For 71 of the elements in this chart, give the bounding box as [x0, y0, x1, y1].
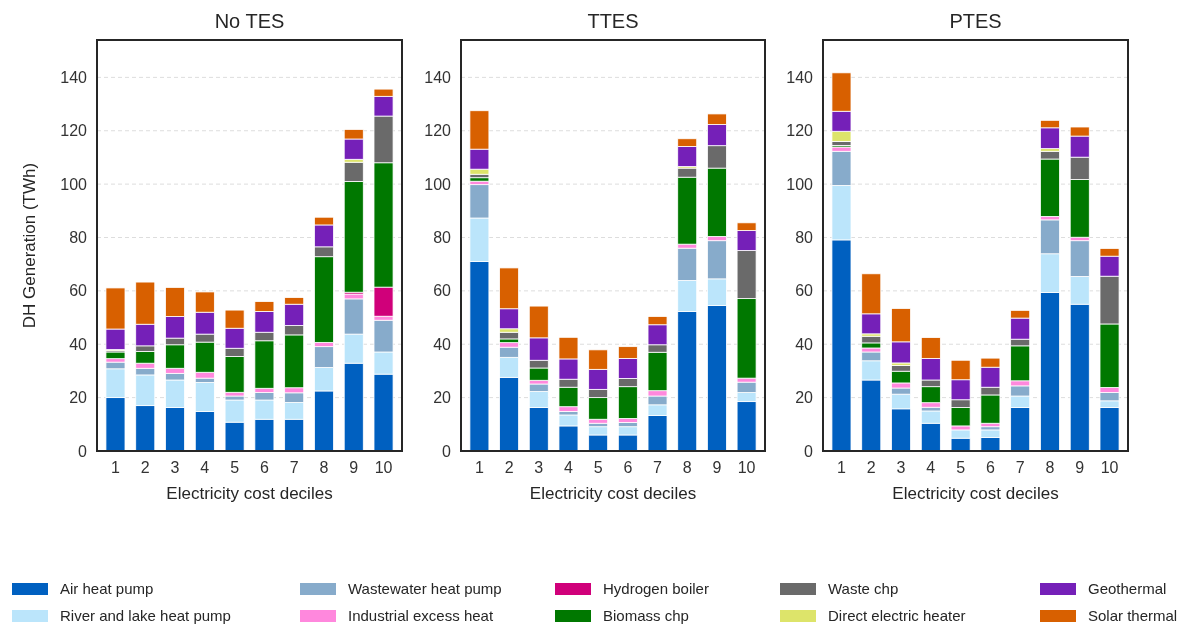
y-tick-label: 140 [424, 68, 452, 86]
y-axis-title: DH Generation (TWh) [20, 162, 39, 329]
legend-label: Industrial excess heat [348, 607, 494, 625]
x-tick-label: 1 [474, 459, 484, 476]
y-tick-label: 40 [795, 335, 814, 353]
x-tick-label: 9 [349, 459, 359, 476]
y-tick-label: 60 [795, 282, 814, 300]
x-tick-label: 4 [564, 459, 574, 476]
x-tick-label: 1 [837, 459, 847, 476]
y-tick-label: 140 [786, 68, 814, 86]
x-axis-title: Electricity cost deciles [166, 484, 333, 503]
x-axis-title: Electricity cost deciles [529, 484, 697, 503]
x-tick-label: 1 [111, 459, 121, 476]
legend-label: Direct electric heater [828, 607, 966, 625]
chart-title: No TES [214, 10, 285, 32]
x-tick-label: 3 [896, 459, 906, 476]
x-tick-label: 6 [985, 459, 995, 476]
x-tick-label: 4 [200, 459, 210, 476]
y-tick-label: 100 [786, 175, 814, 193]
x-tick-label: 2 [504, 459, 514, 476]
chart-title: TTES [587, 10, 639, 32]
x-tick-label: 4 [926, 459, 936, 476]
legend-label: Biomass chp [603, 607, 689, 625]
x-tick-label: 8 [319, 459, 329, 476]
x-tick-label: 5 [230, 459, 240, 476]
y-tick-label: 20 [433, 389, 452, 407]
y-tick-label: 60 [433, 282, 452, 300]
x-axis-title: Electricity cost deciles [892, 484, 1059, 503]
y-tick-label: 120 [424, 122, 452, 140]
x-tick-label: 5 [593, 459, 603, 476]
x-tick-label: 7 [653, 459, 663, 476]
y-tick-label: 140 [60, 68, 88, 86]
x-tick-label: 8 [1045, 459, 1055, 476]
legend-label: Waste chp [828, 580, 899, 598]
y-tick-label: 80 [69, 229, 88, 247]
y-tick-label: 40 [69, 335, 88, 353]
x-tick-label: 10 [737, 459, 756, 476]
y-tick-label: 120 [60, 122, 88, 140]
x-tick-label: 10 [1100, 459, 1119, 476]
y-tick-label: 80 [433, 229, 452, 247]
legend-label: Solar thermal [1088, 607, 1178, 625]
x-tick-label: 3 [170, 459, 180, 476]
legend-label: River and lake heat pump [60, 607, 231, 625]
x-tick-label: 6 [259, 459, 269, 476]
y-tick-label: 100 [60, 175, 88, 193]
y-tick-label: 120 [786, 122, 814, 140]
y-tick-label: 0 [442, 442, 452, 460]
legend-label: Hydrogen boiler [603, 580, 709, 598]
y-tick-label: 100 [424, 175, 452, 193]
x-tick-label: 2 [866, 459, 876, 476]
x-tick-label: 7 [289, 459, 299, 476]
x-tick-label: 2 [140, 459, 150, 476]
y-tick-label: 0 [804, 442, 814, 460]
y-tick-label: 40 [433, 335, 452, 353]
y-tick-label: 20 [69, 389, 88, 407]
legend-label: Air heat pump [60, 580, 154, 598]
x-tick-label: 9 [712, 459, 722, 476]
chart-title: PTES [949, 10, 1002, 32]
y-tick-label: 60 [69, 282, 88, 300]
x-tick-label: 9 [1075, 459, 1085, 476]
y-tick-label: 0 [78, 442, 88, 460]
legend-label: Wastewater heat pump [348, 580, 502, 598]
x-tick-label: 10 [374, 459, 393, 476]
y-tick-label: 20 [795, 389, 814, 407]
x-tick-label: 5 [956, 459, 966, 476]
y-tick-label: 80 [795, 229, 814, 247]
x-tick-label: 8 [682, 459, 692, 476]
x-tick-label: 3 [534, 459, 544, 476]
legend-label: Geothermal [1088, 580, 1167, 598]
x-tick-label: 7 [1015, 459, 1025, 476]
x-tick-label: 6 [623, 459, 633, 476]
